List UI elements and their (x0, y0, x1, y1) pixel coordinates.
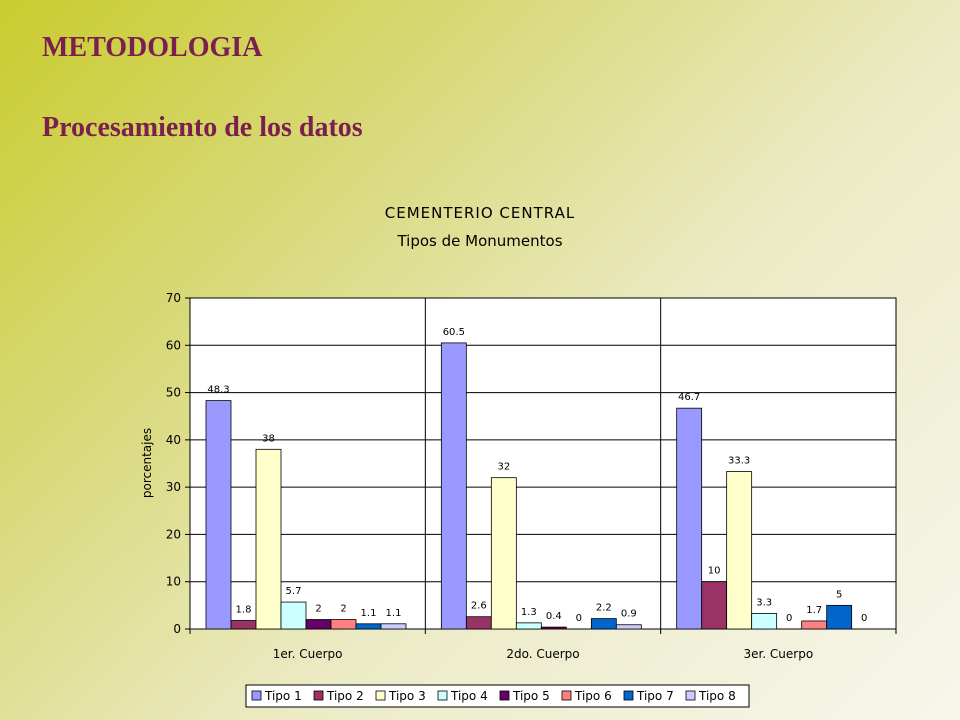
plot-area (189, 297, 897, 630)
data-label: 5.7 (286, 586, 302, 597)
bar (440, 342, 467, 630)
y-axis: 0 10 20 30 40 50 60 70 (166, 291, 190, 636)
category-separators (424, 298, 662, 629)
data-label: 1.3 (521, 607, 537, 618)
chart-title: CEMENTERIO CENTRAL (384, 204, 576, 222)
bar (590, 618, 617, 630)
data-label: 5 (836, 589, 842, 600)
legend-box (245, 684, 750, 708)
bar (701, 581, 728, 630)
bar (490, 477, 517, 630)
y-tick-label: 40 (166, 433, 181, 447)
legend-label: Tipo 5 (512, 689, 550, 703)
data-label: 2.6 (471, 601, 487, 612)
bar (380, 623, 407, 630)
legend-label: Tipo 7 (636, 689, 674, 703)
x-category-label: 3er. Cuerpo (743, 647, 813, 661)
bars: 48.3 60.5 46.7 1.8 2.6 10 38 32 33.3 5.7 1.3 3.3 2 0.… (205, 327, 867, 630)
slide-heading: METODOLOGIA (42, 32, 263, 63)
bar (515, 622, 542, 630)
data-label: 48.3 (207, 385, 229, 396)
data-label: 2.2 (596, 603, 612, 614)
legend-label: Tipo 4 (450, 689, 488, 703)
data-label: 0.4 (546, 611, 562, 622)
data-label: 1.7 (806, 605, 822, 616)
legend-swatch (623, 690, 634, 701)
y-tick-label: 0 (173, 622, 181, 636)
data-label: 60.5 (443, 327, 465, 338)
bar (330, 619, 357, 630)
bar (465, 616, 492, 630)
bar (230, 620, 257, 630)
bar (280, 601, 307, 630)
data-label: 2 (340, 604, 346, 615)
legend-swatch (437, 690, 448, 701)
y-tick-label: 20 (166, 527, 181, 541)
legend-swatch (499, 690, 510, 701)
data-label: 0 (576, 613, 582, 624)
bar (826, 604, 853, 630)
data-label: 46.7 (678, 392, 700, 403)
data-label: 3.3 (756, 597, 772, 608)
x-category-label: 2do. Cuerpo (506, 647, 579, 661)
bar (676, 407, 703, 630)
y-axis-label: porcentajes (140, 428, 154, 498)
data-label: 33.3 (728, 456, 750, 467)
bar (540, 626, 567, 630)
data-label: 38 (262, 433, 275, 444)
legend-swatch (685, 690, 696, 701)
x-category-label: 1er. Cuerpo (273, 647, 343, 661)
data-label: 1.1 (361, 608, 377, 619)
legend-swatch (313, 690, 324, 701)
bar (615, 624, 642, 630)
bar (305, 619, 332, 630)
bar (355, 623, 382, 630)
data-label: 1.8 (236, 604, 252, 615)
legend-label: Tipo 8 (698, 689, 736, 703)
bar (801, 620, 828, 630)
y-tick-label: 10 (166, 575, 181, 589)
data-label: 2 (315, 604, 321, 615)
data-label: 0.9 (621, 609, 637, 620)
data-label: 10 (708, 566, 721, 577)
slide-subheading: Procesamiento de los datos (42, 112, 363, 143)
gridlines (190, 344, 896, 583)
legend-swatch (251, 690, 262, 701)
legend-label: Tipo 3 (388, 689, 426, 703)
bar (726, 471, 753, 630)
y-tick-label: 50 (166, 386, 181, 400)
data-label: 0 (786, 613, 792, 624)
legend-swatch (561, 690, 572, 701)
data-label: 0 (861, 613, 867, 624)
data-label: 1.1 (386, 608, 402, 619)
bar (751, 612, 778, 630)
legend-label: Tipo 6 (574, 689, 612, 703)
chart-subtitle: Tipos de Monumentos (397, 232, 563, 250)
y-tick-label: 70 (166, 291, 181, 305)
y-tick-label: 30 (166, 480, 181, 494)
bar (205, 400, 232, 630)
legend: Tipo 1 Tipo 2 Tipo 3 Tipo 4 Tipo 5 Tipo 6 Tipo… (251, 689, 736, 703)
y-tick-label: 60 (166, 338, 181, 352)
legend-label: Tipo 2 (326, 689, 364, 703)
x-axis: 1er. Cuerpo 2do. Cuerpo 3er. Cuerpo (189, 629, 897, 661)
bar (255, 448, 282, 630)
legend-label: Tipo 1 (264, 689, 302, 703)
data-label: 32 (497, 462, 510, 473)
legend-swatch (375, 690, 386, 701)
